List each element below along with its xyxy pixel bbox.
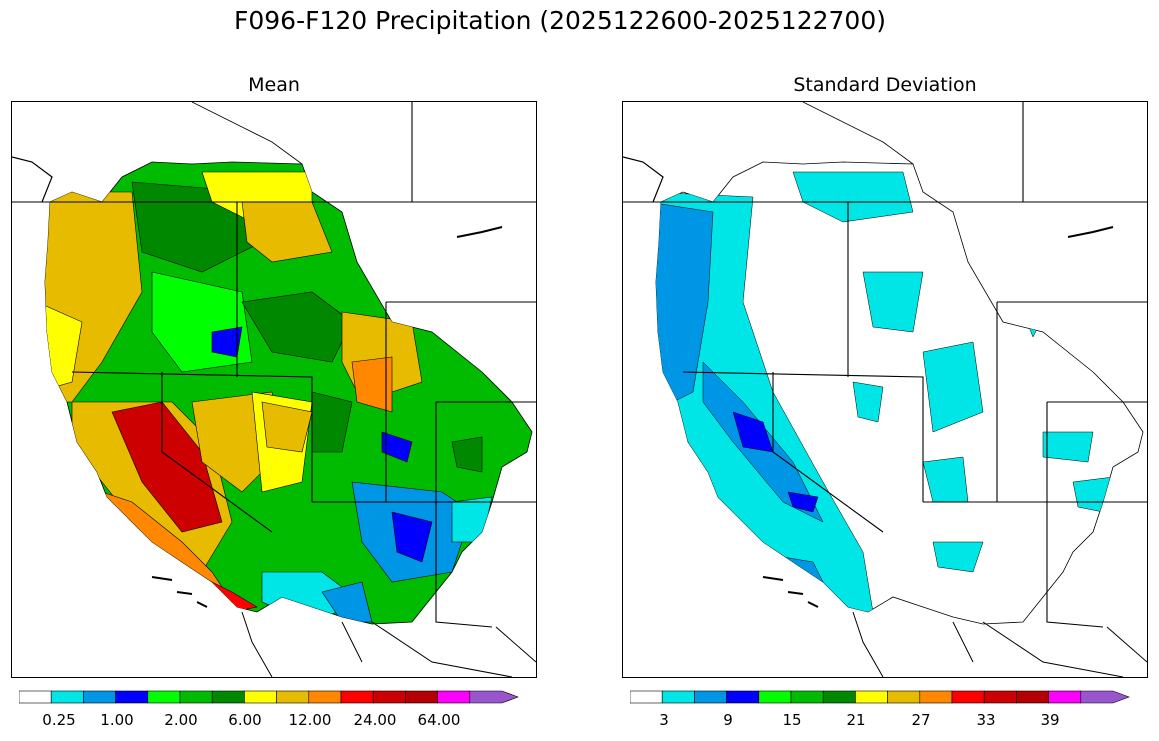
stddev-colorbar-swatch [1080, 690, 1130, 704]
mean-colorbar-swatch [437, 690, 471, 704]
stddev-colorbar-swatch [1048, 690, 1082, 704]
mean-tick-label: 6.00 [228, 711, 262, 729]
mean-colorbar-swatch [147, 690, 181, 704]
mean-tick-label: 64.00 [417, 711, 461, 729]
mean-colorbar [19, 690, 519, 704]
stddev-colorbar-swatch [951, 690, 985, 704]
stddev-colorbar [630, 690, 1130, 704]
stddev-colorbar-swatch [887, 690, 921, 704]
mean-colorbar-swatch [469, 690, 519, 704]
mean-colorbar-swatch [405, 690, 438, 704]
mean-tick-label: 12.00 [288, 711, 332, 729]
stddev-colorbar-swatch [822, 690, 856, 704]
mean-colorbar-swatch [50, 690, 84, 704]
stddev-tick-label: 33 [976, 711, 996, 729]
stddev-tick-label: 21 [846, 711, 866, 729]
stddev-tick-label: 39 [1040, 711, 1060, 729]
mean-panel-title: Mean [248, 74, 300, 96]
mean-map [11, 101, 537, 678]
stddev-colorbar-swatch [790, 690, 824, 704]
stddev-colorbar-swatch [919, 690, 953, 704]
mean-colorbar-swatch [340, 690, 374, 704]
mean-colorbar-swatch [276, 690, 310, 704]
mean-tick-label: 1.00 [100, 711, 134, 729]
mean-tick-label: 24.00 [353, 711, 397, 729]
stddev-map [622, 101, 1148, 678]
stddev-colorbar-swatch [983, 690, 1017, 704]
stddev-colorbar-swatch [661, 690, 695, 704]
mean-colorbar-swatch [179, 690, 213, 704]
stddev-colorbar-swatch [758, 690, 792, 704]
mean-colorbar-swatch [372, 690, 406, 704]
stddev-tick-label: 3 [659, 711, 669, 729]
mean-colorbar-swatch [244, 690, 277, 704]
stddev-panel-title: Standard Deviation [793, 74, 977, 96]
state-boundaries [12, 102, 536, 628]
stddev-tick-label: 9 [723, 711, 733, 729]
stddev-colorbar-swatch [726, 690, 760, 704]
state-boundaries [623, 102, 1147, 628]
stddev-colorbar-swatch [630, 690, 663, 704]
stddev-tick-label: 27 [911, 711, 931, 729]
mean-colorbar-swatch [211, 690, 245, 704]
mean-colorbar-swatch [83, 690, 116, 704]
mean-tick-label: 2.00 [164, 711, 198, 729]
mean-colorbar-swatch [19, 690, 52, 704]
stddev-tick-label: 15 [782, 711, 802, 729]
mean-tick-label: 0.25 [42, 711, 76, 729]
figure-title: F096-F120 Precipitation (2025122600-2025… [233, 6, 886, 35]
mean-colorbar-swatch [115, 690, 149, 704]
stddev-colorbar-swatch [694, 690, 727, 704]
mean-colorbar-swatch [308, 690, 342, 704]
stddev-colorbar-swatch [855, 690, 888, 704]
stddev-colorbar-swatch [1016, 690, 1049, 704]
